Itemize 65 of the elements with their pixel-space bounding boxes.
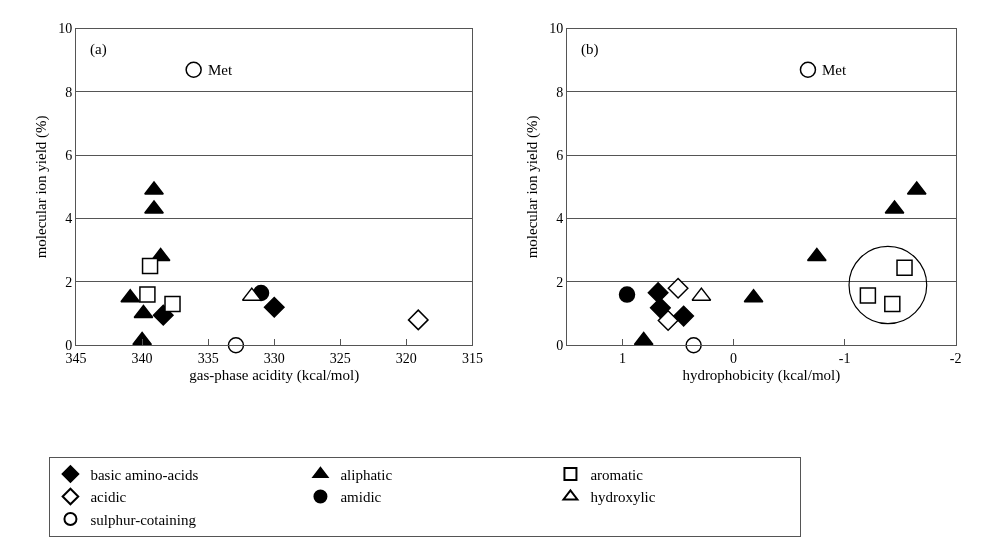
point: [139, 286, 156, 303]
point: [144, 181, 164, 195]
annotation: (a): [90, 41, 107, 58]
point: [806, 247, 827, 262]
y-tick-label: 8: [65, 84, 73, 100]
y-axis-title: molecular ion yield (%): [523, 115, 541, 259]
point: [685, 336, 702, 354]
point: [152, 304, 174, 326]
legend-label: aliphatic: [340, 466, 393, 483]
point: [120, 288, 141, 303]
x-tick-label: 320: [395, 351, 417, 367]
annotation: (b): [581, 41, 599, 58]
point: [657, 310, 679, 332]
point: [132, 331, 153, 346]
legend-label: aromatic: [590, 466, 644, 483]
y-tick-label: 0: [556, 338, 564, 354]
y-tick-label: 0: [65, 338, 73, 354]
legend-label: sulphur-cotaining: [90, 511, 197, 528]
point: [407, 309, 429, 331]
y-tick-label: 10: [58, 21, 73, 37]
point: [263, 296, 285, 318]
legend-label: basic amino-acids: [90, 466, 199, 483]
y-tick-label: 6: [556, 148, 564, 164]
point: [799, 61, 817, 78]
x-tick-label: 0: [730, 351, 738, 367]
point: [647, 282, 669, 304]
point: [141, 257, 159, 275]
point: [185, 61, 202, 78]
legend-label: hydroxylic: [590, 489, 656, 506]
y-tick-label: 2: [65, 274, 73, 290]
point: [144, 200, 164, 214]
point: [884, 295, 901, 313]
point: [859, 287, 877, 304]
point: [227, 336, 245, 354]
point: [164, 295, 181, 313]
point: [667, 277, 689, 299]
annotation: Met: [208, 62, 233, 78]
point: [633, 331, 654, 346]
x-tick-label: 330: [263, 351, 285, 367]
x-axis-title: gas-phase acidity (kcal/mol): [189, 367, 360, 385]
annotation: Met: [822, 62, 847, 78]
x-tick-label: 1: [619, 351, 627, 367]
x-axis-title: hydrophobicity (kcal/mol): [682, 367, 841, 385]
x-tick-label: 335: [197, 351, 219, 367]
point: [673, 305, 695, 327]
y-tick-label: 2: [556, 274, 564, 290]
legend-label: amidic: [340, 489, 382, 506]
x-tick-label: 340: [131, 351, 153, 367]
x-tick-label: -2: [949, 351, 962, 367]
point: [618, 286, 636, 303]
x-tick-label: 345: [65, 351, 87, 367]
y-axis-title: molecular ion yield (%): [32, 115, 50, 259]
point: [743, 288, 764, 303]
point: [649, 297, 671, 319]
y-tick-label: 6: [65, 148, 73, 164]
y-tick-label: 8: [556, 84, 564, 100]
y-tick-label: 10: [549, 21, 564, 37]
point: [133, 304, 154, 319]
x-tick-label: 315: [461, 351, 483, 367]
legend-label: acidic: [90, 489, 127, 506]
x-tick-label: 325: [329, 351, 351, 367]
y-tick-label: 4: [65, 211, 73, 227]
point: [896, 259, 913, 276]
y-tick-label: 4: [556, 211, 564, 227]
x-tick-label: -1: [838, 351, 851, 367]
